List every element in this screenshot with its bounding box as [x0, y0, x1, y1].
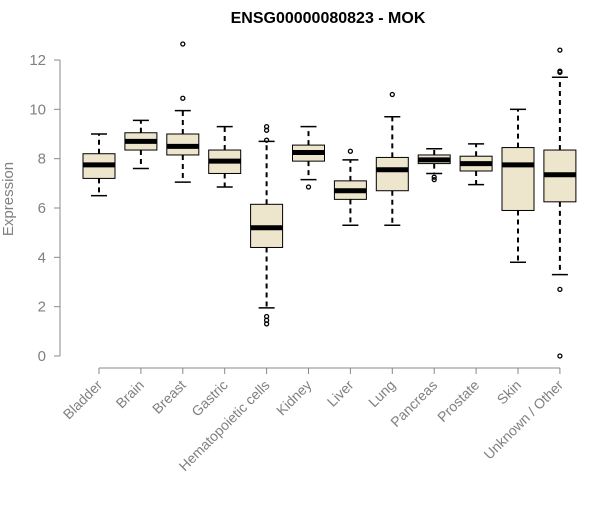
x-tick-label: Prostate: [434, 377, 482, 425]
x-tick-label: Lung: [365, 377, 398, 410]
y-tick-label: 12: [29, 52, 46, 69]
box: [375, 156, 409, 192]
outlier-point: [557, 47, 563, 53]
box-group: [208, 125, 242, 188]
box-group: [82, 133, 116, 197]
x-tick-label: Breast: [149, 377, 189, 417]
y-tick-label: 10: [29, 101, 46, 118]
y-axis-label: Expression: [0, 162, 17, 236]
box-group: [417, 148, 451, 183]
box-group: [333, 148, 367, 227]
box-group: [543, 47, 577, 359]
outlier-point: [263, 137, 270, 143]
x-tick-label: Kidney: [273, 377, 315, 419]
box-group: [292, 125, 325, 190]
box-group: [250, 123, 284, 327]
outlier-point: [557, 353, 563, 359]
outlier-point: [305, 184, 312, 190]
x-tick-label: Skin: [494, 377, 525, 408]
outlier-point: [180, 95, 186, 101]
box-group: [459, 143, 493, 186]
y-tick-label: 0: [38, 348, 46, 365]
outlier-point: [389, 91, 395, 98]
y-tick-label: 2: [38, 299, 46, 316]
boxes: [82, 41, 577, 359]
outlier-point: [557, 68, 563, 74]
chart-title: ENSG00000080823 - MOK: [231, 10, 426, 27]
box: [501, 147, 535, 211]
y-tick-label: 8: [38, 151, 46, 168]
x-tick-label: Unknown / Other: [480, 377, 566, 463]
box-group: [375, 91, 409, 227]
box-group: [166, 41, 200, 183]
x-tick-label: Brain: [113, 377, 147, 411]
outlier-point: [347, 148, 354, 154]
outlier-point: [557, 286, 563, 293]
x-tick-label: Liver: [324, 377, 357, 410]
box-group: [501, 108, 535, 264]
x-tick-label: Bladder: [60, 377, 106, 423]
outlier-point: [263, 313, 270, 320]
y-tick-label: 6: [38, 200, 46, 217]
x-tick-label: Pancreas: [387, 377, 440, 430]
outlier-point: [180, 41, 186, 47]
axes: 0 2 4 6 8 10 12: [29, 52, 560, 369]
outlier-point: [431, 176, 437, 183]
y-tick-label: 4: [38, 249, 46, 266]
outlier-point: [431, 174, 437, 180]
outlier-point: [263, 123, 270, 130]
box-group: [124, 119, 158, 170]
